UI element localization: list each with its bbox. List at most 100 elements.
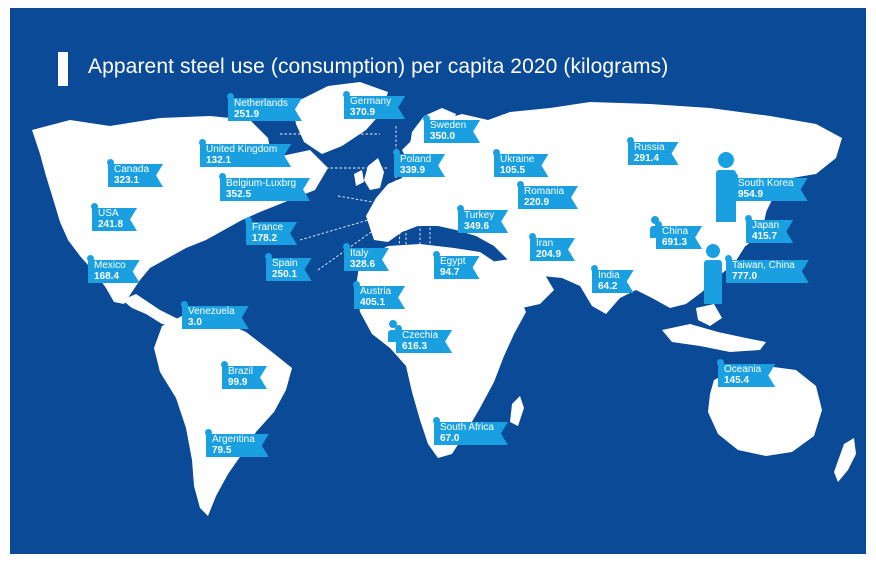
country-name: Czechia (402, 330, 439, 341)
country-value: 132.1 (206, 154, 232, 166)
country-name: Japan (752, 220, 780, 231)
country-label-taiwan-china: Taiwan, China 777.0 (726, 260, 809, 283)
country-name: Mexico (94, 260, 126, 271)
country-name: Taiwan, China (732, 260, 795, 271)
country-label-spain: Spain 250.1 (266, 258, 312, 281)
country-name: Ukraine (500, 154, 535, 165)
country-name: Russia (634, 142, 665, 153)
australia-landmass (708, 366, 822, 456)
madagascar-landmass (510, 396, 524, 426)
sweden-marker-dot (423, 115, 430, 122)
country-value: 350.0 (430, 130, 456, 142)
country-name: Oceania (724, 364, 762, 375)
new-zealand-landmass (834, 438, 856, 482)
country-name: Canada (114, 164, 150, 175)
united-kingdom-marker-dot (199, 139, 206, 146)
japan-marker-dot (745, 215, 752, 222)
country-value: 777.0 (732, 270, 758, 282)
country-value: 168.4 (94, 270, 120, 282)
country-label-usa: USA 241.8 (92, 208, 137, 231)
country-label-china: China 691.3 (656, 226, 702, 249)
country-value: 405.1 (360, 296, 386, 308)
country-value: 204.9 (536, 248, 562, 260)
country-label-iran: Iran 204.9 (530, 238, 575, 261)
country-value: 328.6 (350, 258, 376, 270)
country-label-russia: Russia 291.4 (628, 142, 679, 165)
british-isles-landmass (364, 158, 384, 190)
netherlands-marker-dot (227, 93, 234, 100)
country-label-venezuela: Venezuela 3.0 (182, 306, 249, 329)
country-value: 339.9 (400, 164, 426, 176)
country-name: Germany (350, 96, 392, 107)
country-label-belgium-luxbrg: Belgium-Luxbrg 352.5 (220, 178, 310, 201)
map-panel: Apparent steel use (consumption) per cap… (10, 8, 866, 554)
country-label-romania: Romania 220.9 (518, 186, 578, 209)
country-label-netherlands: Netherlands 251.9 (228, 98, 302, 121)
ireland-landmass (354, 170, 364, 186)
south-africa-marker-dot (433, 417, 440, 424)
country-value: 616.3 (402, 340, 428, 352)
country-label-germany: Germany 370.9 (344, 96, 405, 119)
italy-marker-dot (343, 243, 350, 250)
country-value: 220.9 (524, 196, 550, 208)
map-title: Apparent steel use (consumption) per cap… (88, 55, 669, 78)
country-name: Venezuela (188, 306, 235, 317)
taiwan-china-marker-dot (725, 255, 732, 262)
country-value: 241.8 (98, 218, 124, 230)
country-name: Turkey (464, 210, 495, 221)
taiwan-china-person-icon (704, 244, 722, 304)
czechia-person-icon (388, 320, 398, 342)
poland-marker-dot (393, 149, 400, 156)
czechia-marker-dot (395, 325, 402, 332)
country-name: Brazil (228, 366, 254, 377)
country-value: 99.9 (228, 376, 248, 388)
austria-marker-dot (353, 281, 360, 288)
country-name: USA (98, 208, 119, 219)
country-value: 64.2 (598, 280, 618, 292)
france-marker-dot (245, 217, 252, 224)
country-label-sweden: Sweden 350.0 (424, 120, 480, 143)
country-label-czechia: Czechia 616.3 (396, 330, 452, 353)
country-name: Sweden (430, 120, 467, 131)
country-label-ukraine: Ukraine 105.5 (494, 154, 548, 177)
germany-marker-dot (343, 91, 350, 98)
indonesia-landmass (662, 324, 766, 352)
usa-marker-dot (91, 203, 98, 210)
country-value: 691.3 (662, 236, 688, 248)
country-name: Iran (536, 238, 554, 249)
country-name: India (598, 270, 620, 281)
turkey-marker-dot (457, 205, 464, 212)
country-value: 3.0 (188, 316, 202, 328)
country-label-united-kingdom: United Kingdom 132.1 (200, 144, 291, 167)
country-label-austria: Austria 405.1 (354, 286, 405, 309)
country-value: 352.5 (226, 188, 252, 200)
country-label-turkey: Turkey 349.6 (458, 210, 508, 233)
belgium-luxbrg-marker-dot (219, 173, 226, 180)
country-value: 323.1 (114, 174, 140, 186)
oceania-marker-dot (717, 359, 724, 366)
central-america-landmass (122, 294, 180, 326)
country-name: Romania (524, 186, 565, 197)
country-value: 178.2 (252, 232, 278, 244)
country-name: Argentina (212, 434, 255, 445)
country-name: China (662, 226, 689, 237)
spain-marker-dot (265, 253, 272, 260)
country-label-india: India 64.2 (592, 270, 634, 293)
country-label-italy: Italy 328.6 (344, 248, 389, 271)
country-label-oceania: Oceania 145.4 (718, 364, 775, 387)
brazil-marker-dot (221, 361, 228, 368)
country-value: 94.7 (440, 266, 460, 278)
arabia-landmass (490, 258, 554, 308)
venezuela-marker-dot (181, 301, 188, 308)
country-name: Egypt (440, 256, 466, 267)
country-name: United Kingdom (206, 144, 278, 155)
china-marker-dot (655, 221, 662, 228)
romania-marker-dot (517, 181, 524, 188)
country-label-canada: Canada 323.1 (108, 164, 163, 187)
country-label-egypt: Egypt 94.7 (434, 256, 480, 279)
country-name: Poland (400, 154, 432, 165)
country-label-japan: Japan 415.7 (746, 220, 793, 243)
country-value: 349.6 (464, 220, 490, 232)
country-name: France (252, 222, 284, 233)
country-label-south-africa: South Africa 67.0 (434, 422, 508, 445)
